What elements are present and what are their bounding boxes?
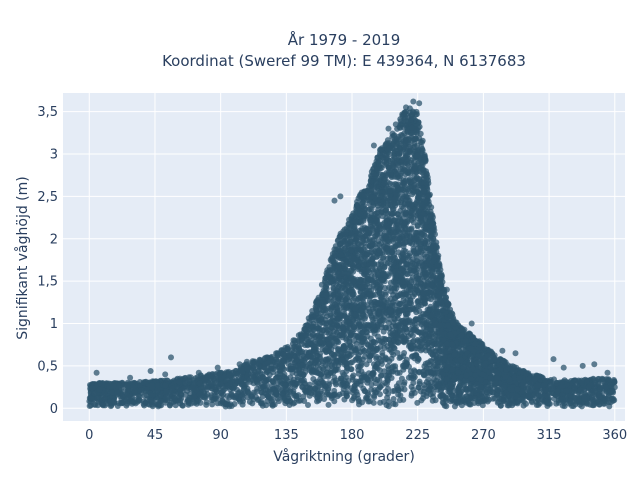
data-point — [421, 382, 427, 388]
data-point — [375, 346, 381, 352]
data-point — [366, 305, 372, 311]
data-point — [437, 267, 443, 273]
data-point — [410, 387, 416, 393]
data-point — [416, 272, 422, 278]
data-point — [390, 323, 396, 329]
data-point — [392, 295, 398, 301]
data-point — [413, 316, 419, 322]
data-point — [368, 313, 374, 319]
data-point — [400, 229, 406, 235]
chart-title-line2: Koordinat (Sweref 99 TM): E 439364, N 61… — [162, 52, 526, 70]
data-point — [606, 403, 612, 409]
data-point — [377, 290, 383, 296]
data-point — [280, 392, 286, 398]
data-point — [295, 392, 301, 398]
data-point — [377, 378, 383, 384]
data-point — [301, 377, 307, 383]
data-point — [386, 403, 392, 409]
data-point — [249, 400, 255, 406]
data-point — [377, 400, 383, 406]
data-point — [240, 391, 246, 397]
data-point — [240, 402, 246, 408]
data-point — [392, 363, 398, 369]
data-point — [364, 333, 370, 339]
data-point — [367, 398, 373, 404]
data-point — [352, 357, 358, 363]
data-point — [424, 275, 430, 281]
chart-title-line1: År 1979 - 2019 — [288, 30, 401, 49]
data-point — [418, 397, 424, 403]
data-point — [349, 397, 355, 403]
data-point — [384, 395, 390, 401]
data-point — [412, 291, 418, 297]
